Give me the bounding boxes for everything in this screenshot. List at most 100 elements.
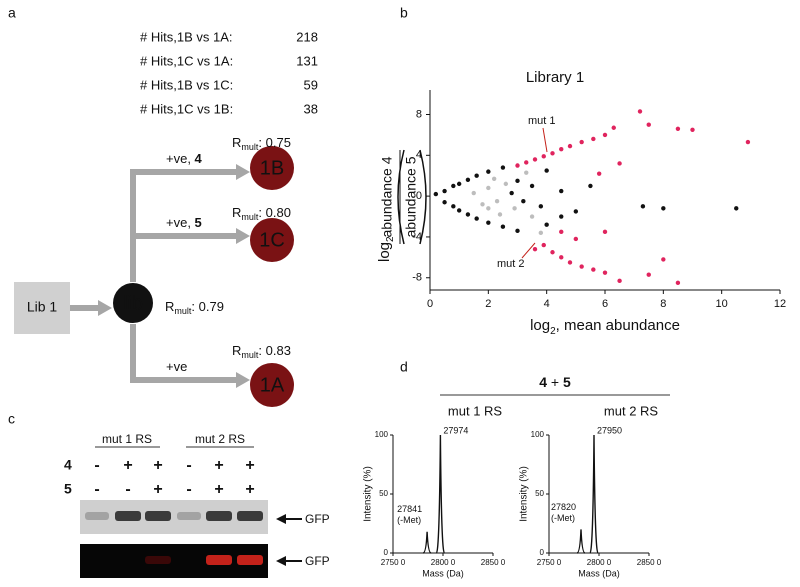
panel-label: c	[8, 411, 15, 427]
y-axis-label: Intensity (%)	[519, 466, 530, 522]
text-part: 5	[563, 374, 571, 390]
point	[486, 206, 491, 211]
branch-condition: +ve	[166, 359, 187, 374]
point	[617, 161, 622, 166]
peak-label: 27841	[397, 504, 422, 514]
text-part: 5	[195, 215, 202, 230]
point	[442, 188, 447, 194]
x-axis-label: Mass (Da)	[422, 568, 464, 578]
text-part: : 0.83	[258, 343, 291, 358]
point	[538, 204, 544, 209]
peak-note: (-Met)	[551, 513, 575, 523]
gel-band	[145, 556, 171, 564]
gel-fluorescence	[80, 544, 268, 578]
peak	[589, 434, 599, 554]
point	[541, 154, 546, 159]
point	[515, 178, 520, 184]
hits-value: 38	[304, 101, 318, 116]
y-tick-label: 50	[535, 489, 544, 498]
point	[486, 185, 491, 191]
y-tick-label: 50	[379, 489, 388, 498]
gel-sign: +	[153, 481, 162, 498]
gel-band	[145, 511, 171, 521]
point	[637, 109, 643, 114]
x-tick-label: 8	[660, 298, 666, 310]
source-label: Lib 1	[27, 299, 58, 315]
peak-label: 27950	[597, 425, 622, 435]
node-label: 1C	[259, 229, 285, 251]
point	[497, 212, 503, 217]
point	[500, 224, 506, 229]
text-part: log	[530, 317, 550, 334]
point	[451, 183, 456, 189]
text-part: mult	[241, 212, 259, 222]
point	[515, 163, 520, 168]
point	[474, 216, 479, 221]
text-part: mult	[241, 350, 259, 360]
r-mult: Rmult: 0.75	[232, 135, 291, 152]
point	[602, 132, 608, 138]
text-part: , mean abundance	[556, 317, 680, 334]
text-part: : 0.75	[258, 135, 291, 150]
point	[524, 170, 529, 175]
text-part: 2	[550, 326, 556, 337]
point	[529, 214, 535, 219]
gel-band	[85, 512, 109, 520]
point	[675, 126, 681, 131]
x-tick-label: 6	[602, 298, 608, 310]
point	[456, 208, 462, 213]
branch-condition: +ve, 5	[166, 215, 202, 230]
sublibrary-node	[250, 218, 294, 262]
point	[591, 136, 596, 142]
point	[567, 143, 573, 149]
gel-sign: +	[123, 457, 132, 474]
point	[559, 214, 564, 219]
peak	[422, 531, 432, 554]
r-mult: Rmult: 0.79	[165, 299, 224, 316]
chart-title: mut 2 RS	[604, 403, 659, 418]
peak-label: 27974	[443, 425, 468, 435]
gel-group: mut 1 RS	[102, 432, 152, 446]
point	[433, 191, 439, 197]
x-tick-label: 2	[485, 298, 491, 310]
gel-sign: -	[94, 481, 99, 498]
hits-label: # Hits,1C vs 1A:	[140, 53, 233, 68]
point	[675, 280, 681, 286]
r-mult: Rmult: 0.83	[232, 343, 291, 360]
point	[451, 204, 456, 209]
x-tick-label: 2850 0	[481, 558, 506, 567]
node-label: 1B	[260, 157, 284, 179]
text-part: +ve,	[166, 151, 195, 166]
band-label: GFP	[305, 554, 330, 568]
point	[591, 267, 596, 272]
x-tick-label: 2800 0	[587, 558, 612, 567]
hits-label: # Hits,1B vs 1A:	[140, 29, 232, 44]
point	[442, 200, 447, 205]
point	[559, 229, 564, 235]
band-label: GFP	[305, 512, 330, 526]
point	[486, 169, 491, 174]
gel-sign: +	[214, 481, 223, 498]
point	[538, 230, 544, 236]
point	[579, 264, 584, 269]
text-part: R	[165, 299, 174, 314]
sublibrary-node	[250, 146, 294, 190]
leader	[542, 127, 548, 153]
point	[588, 183, 593, 189]
gel-row-label: 4	[64, 457, 72, 473]
gel-sign: -	[125, 481, 130, 498]
leader	[521, 242, 536, 259]
point	[611, 125, 616, 130]
gel-sign: +	[214, 457, 223, 474]
gel-band	[206, 555, 232, 565]
hits-label: # Hits,1B vs 1C:	[140, 77, 233, 92]
diagram-arrows	[70, 169, 238, 383]
panel-label: b	[400, 5, 408, 21]
point	[550, 250, 555, 255]
gel-arrow	[276, 556, 302, 566]
gel-band	[177, 512, 201, 520]
library-node	[113, 283, 153, 323]
text-part: 4	[539, 374, 547, 390]
peak	[435, 434, 446, 554]
gel-sign: -	[186, 481, 191, 498]
